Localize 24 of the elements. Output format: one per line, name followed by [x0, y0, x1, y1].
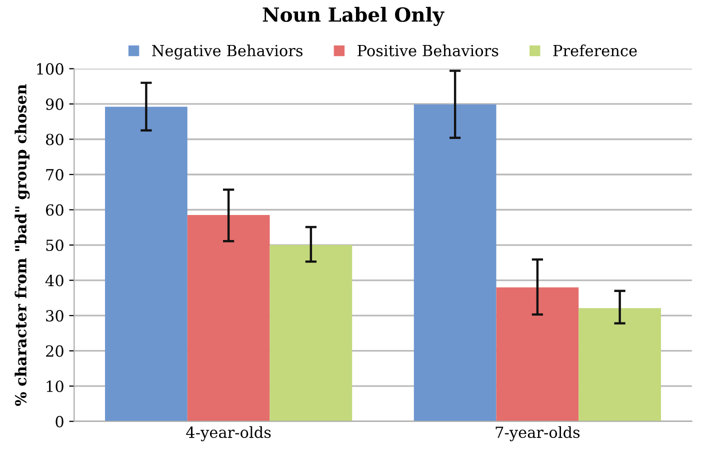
- bar: [270, 245, 352, 422]
- bar: [105, 106, 188, 422]
- x-tick-label: 4-year-olds: [186, 426, 271, 442]
- y-tick-label: 90: [46, 98, 64, 110]
- legend-label: Negative Behaviors: [152, 44, 303, 60]
- chart-title: Noun Label Only: [262, 6, 444, 26]
- y-tick-label: 30: [46, 310, 64, 322]
- y-axis-title: % character from "bad" group chosen: [14, 84, 30, 406]
- bar: [578, 308, 661, 422]
- y-tick-label: 60: [46, 204, 64, 216]
- y-tick-label: 50: [46, 239, 64, 252]
- y-tick-label: 0: [56, 416, 64, 428]
- bar: [414, 104, 496, 422]
- y-tick-label: 80: [46, 134, 64, 146]
- bar: [496, 287, 579, 422]
- bar: [187, 215, 270, 422]
- y-tick-label: 20: [46, 345, 64, 357]
- y-tick-label: 70: [46, 168, 64, 181]
- x-tick-label: 7-year-olds: [496, 426, 580, 442]
- y-tick-label: 10: [46, 380, 64, 392]
- legend-label: Positive Behaviors: [358, 44, 498, 56]
- y-tick-label: 40: [45, 274, 64, 286]
- y-tick-label: 100: [37, 63, 64, 75]
- legend-label: Preference: [553, 44, 637, 56]
